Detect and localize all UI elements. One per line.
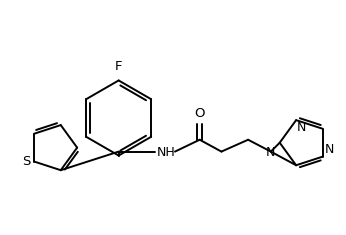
Text: N: N [297,121,307,134]
Text: N: N [325,143,334,156]
Text: N: N [266,146,275,159]
Text: NH: NH [157,146,176,159]
Text: F: F [115,59,122,73]
Text: S: S [22,155,30,168]
Text: O: O [194,107,205,120]
